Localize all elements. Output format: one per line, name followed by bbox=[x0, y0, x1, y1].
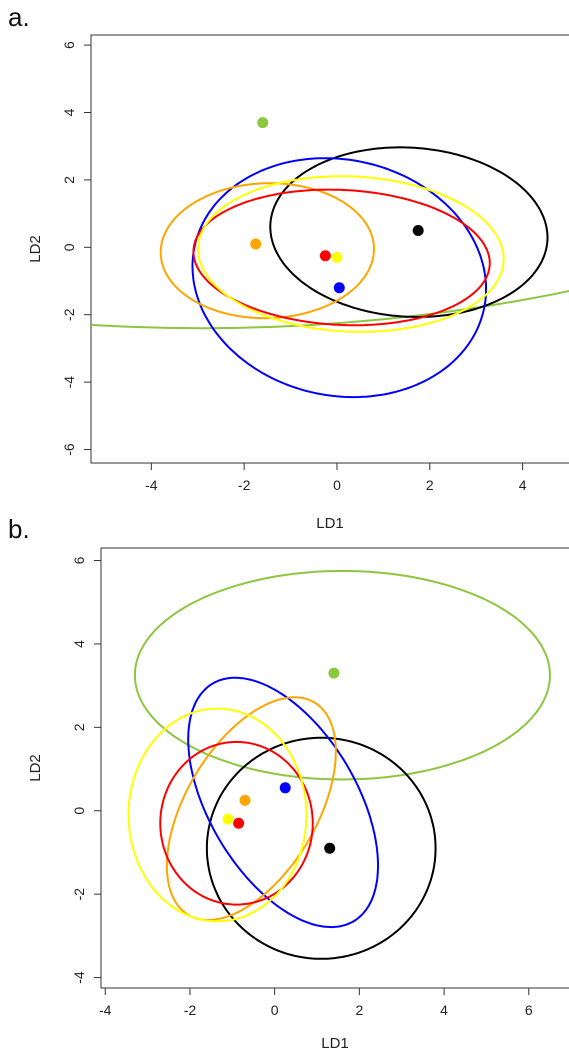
group-ellipse bbox=[165, 696, 337, 921]
x-axis-title: LD1 bbox=[321, 1035, 349, 1052]
group-centroid-point bbox=[328, 667, 340, 679]
y-tick-label: 0 bbox=[71, 807, 87, 815]
group-centroid-point bbox=[331, 251, 343, 263]
y-tick-label: -6 bbox=[61, 443, 77, 456]
ellipse-layer bbox=[127, 569, 551, 960]
x-tick-label: 0 bbox=[333, 477, 341, 493]
group-ellipse bbox=[127, 707, 308, 923]
group-ellipse bbox=[133, 569, 551, 781]
x-tick-label: -2 bbox=[238, 477, 251, 493]
y-tick-label: -2 bbox=[61, 308, 77, 321]
y-tick-label: 6 bbox=[71, 556, 87, 564]
x-axis-title: LD1 bbox=[316, 515, 344, 532]
plot-frame bbox=[100, 547, 569, 989]
x-tick-label: -4 bbox=[99, 1002, 112, 1018]
x-tick-label: 2 bbox=[426, 477, 434, 493]
group-centroid-point bbox=[333, 282, 345, 294]
group-centroid-point bbox=[279, 782, 291, 794]
group-ellipse bbox=[196, 175, 505, 333]
x-tick-label: 4 bbox=[440, 1002, 448, 1018]
y-tick-label: -4 bbox=[61, 376, 77, 389]
group-centroid-point bbox=[324, 842, 336, 854]
y-tick-label: 0 bbox=[61, 243, 77, 251]
y-axis-title: LD2 bbox=[27, 235, 44, 263]
y-tick-label: 4 bbox=[71, 640, 87, 648]
x-tick-label: -4 bbox=[145, 477, 158, 493]
panel-a: a. -4 -2 0 2 4 -6 -4 -2 0 2 4 6 LD1 LD2 bbox=[8, 2, 569, 532]
y-tick-label: -2 bbox=[71, 888, 87, 901]
y-tick-label: -4 bbox=[71, 971, 87, 984]
group-centroid-point bbox=[412, 224, 424, 236]
plot-frame bbox=[90, 34, 569, 464]
x-tick-label: -2 bbox=[184, 1002, 197, 1018]
group-ellipse bbox=[159, 740, 314, 906]
y-tick-label: 2 bbox=[71, 723, 87, 731]
group-centroid-point bbox=[257, 117, 269, 129]
y-tick-label: 2 bbox=[61, 176, 77, 184]
group-ellipse bbox=[269, 146, 549, 319]
y-tick-label: 4 bbox=[61, 108, 77, 116]
group-ellipse bbox=[187, 676, 379, 929]
y-axis-title: LD2 bbox=[27, 754, 44, 782]
panel-b: b. -4 -2 0 2 4 6 -4 -2 0 2 4 6 LD1 LD2 bbox=[8, 514, 569, 1052]
panel-label: a. bbox=[8, 2, 30, 32]
group-centroid-point bbox=[319, 250, 331, 262]
group-centroid-point bbox=[239, 794, 251, 806]
y-tick-label: 6 bbox=[61, 41, 77, 49]
x-tick-label: 4 bbox=[519, 477, 527, 493]
ellipse-layer bbox=[91, 146, 569, 399]
group-centroid-point bbox=[250, 238, 262, 250]
group-ellipse bbox=[205, 736, 437, 960]
group-centroid-point bbox=[233, 817, 245, 829]
point-layer bbox=[222, 667, 340, 854]
group-ellipse bbox=[191, 157, 487, 399]
point-layer bbox=[250, 117, 424, 294]
x-tick-label: 2 bbox=[355, 1002, 363, 1018]
group-ellipse bbox=[192, 188, 491, 327]
x-tick-label: 6 bbox=[525, 1002, 533, 1018]
x-tick-label: 0 bbox=[271, 1002, 279, 1018]
group-centroid-point bbox=[222, 813, 234, 825]
panel-label: b. bbox=[8, 514, 30, 544]
